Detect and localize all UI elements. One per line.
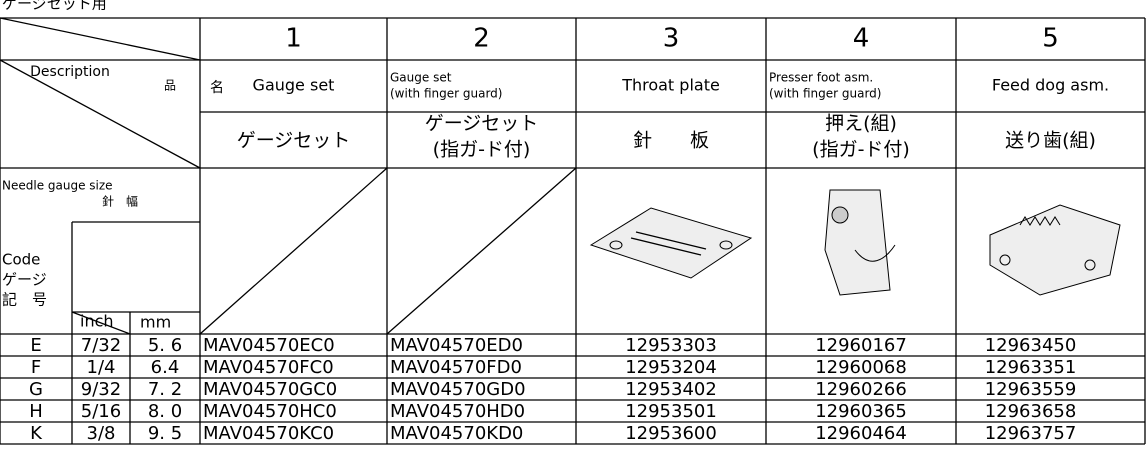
cell-text: E: [30, 335, 41, 356]
cell-text: 9. 5: [148, 423, 182, 444]
throat-plate-image: [589, 207, 753, 279]
cell-text: MAV04570KD0: [390, 423, 523, 444]
cell-text: 4: [853, 24, 870, 54]
caption: ゲージセット用: [2, 0, 107, 13]
cell-text: 5: [1042, 24, 1059, 54]
cell-text: 5/16: [81, 401, 121, 422]
cell-text: MAV04570ED0: [390, 335, 523, 356]
cell-text: 12953600: [625, 423, 717, 444]
cell-text: K: [30, 423, 43, 444]
cell-text: 9/32: [81, 379, 121, 400]
cell-text: 記 号: [2, 291, 47, 309]
cell-text: G: [29, 379, 43, 400]
cell-text: F: [31, 357, 41, 378]
cell-text: inch: [80, 312, 114, 331]
cell-text: 6.4: [151, 357, 180, 378]
cell-text: (with finger guard): [769, 87, 881, 101]
cell-text: 12960365: [815, 401, 907, 422]
rule: [199, 167, 388, 335]
cell-text: 12960068: [815, 357, 907, 378]
cell-text: Needle gauge size: [2, 179, 113, 193]
cell-text: Code: [2, 251, 40, 269]
cell-text: MAV04570GD0: [390, 379, 526, 400]
cell-text: H: [29, 401, 43, 422]
cell-text: 12960167: [815, 335, 907, 356]
cell-text: 押え(組): [825, 113, 897, 135]
rule: [71, 311, 131, 335]
cell-text: 8. 0: [148, 401, 182, 422]
feed-dog-image: [989, 204, 1121, 296]
cell-text: 名: [210, 80, 224, 96]
cell-text: 12953402: [625, 379, 717, 400]
cell-text: 針 板: [633, 130, 709, 152]
cell-text: 3/8: [87, 423, 116, 444]
cell-text: Description: [30, 64, 110, 80]
cell-text: ゲージセット: [425, 113, 539, 135]
cell-text: 7. 2: [148, 379, 182, 400]
cell-text: 5. 6: [148, 335, 182, 356]
cell-text: 12960266: [815, 379, 907, 400]
cell-text: MAV04570GC0: [203, 379, 337, 400]
cell-text: MAV04570HC0: [203, 401, 337, 422]
cell-text: 12963757: [985, 423, 1077, 444]
cell-text: MAV04570EC0: [203, 335, 335, 356]
cell-text: 1: [285, 24, 302, 54]
cell-text: 7/32: [81, 335, 121, 356]
cell-text: Feed dog asm.: [992, 76, 1109, 95]
cell-text: 品: [164, 79, 176, 93]
presser-foot-image: [824, 189, 896, 296]
rule: [386, 167, 577, 335]
cell-text: 2: [473, 24, 490, 54]
cell-text: 送り歯(組): [1005, 130, 1096, 152]
cell-text: 3: [663, 24, 680, 54]
cell-text: Gauge set: [390, 71, 452, 85]
cell-text: 12963450: [985, 335, 1077, 356]
cell-text: ゲージ: [2, 271, 47, 289]
cell-text: 1/4: [87, 357, 116, 378]
cell-text: 針 幅: [102, 194, 138, 209]
cell-text: Presser foot asm.: [769, 71, 873, 85]
cell-text: MAV04570KC0: [203, 423, 334, 444]
cell-text: ゲージセット: [237, 130, 351, 152]
rule: [0, 17, 201, 61]
cell-text: 12963559: [985, 379, 1077, 400]
cell-text: (with finger guard): [390, 87, 502, 101]
cell-text: 12963351: [985, 357, 1077, 378]
cell-text: mm: [140, 313, 171, 332]
cell-text: 12960464: [815, 423, 907, 444]
cell-text: MAV04570FD0: [390, 357, 522, 378]
cell-text: MAV04570FC0: [203, 357, 334, 378]
cell-text: (指ガ-ド付): [812, 139, 910, 161]
cell-text: Gauge set: [253, 76, 335, 95]
cell-text: 12953303: [625, 335, 717, 356]
rule: [0, 59, 201, 169]
cell-text: 12963658: [985, 401, 1077, 422]
cell-text: 12953501: [625, 401, 717, 422]
cell-text: MAV04570HD0: [390, 401, 525, 422]
cell-text: Throat plate: [621, 76, 720, 95]
cell-text: (指ガ-ド付): [433, 139, 531, 161]
cell-text: 12953204: [625, 357, 717, 378]
